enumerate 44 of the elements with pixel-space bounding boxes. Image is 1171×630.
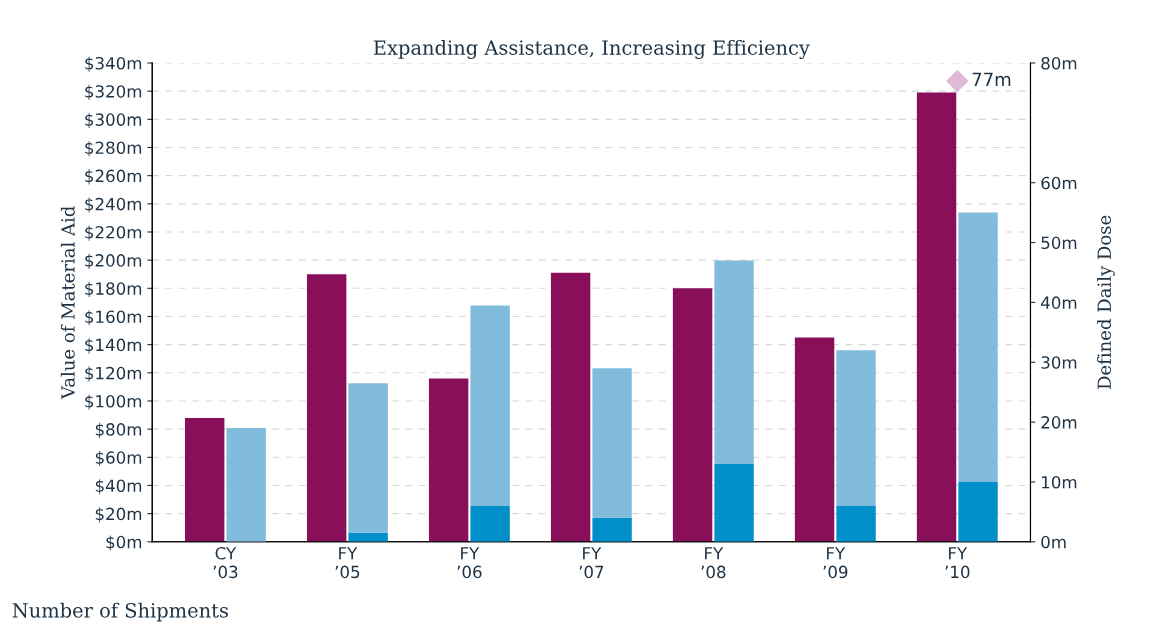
x-tick-label: FY ’08 [701, 547, 726, 579]
y-tick-label: $220m [85, 225, 142, 241]
bar [470, 505, 510, 542]
y-tick-label: $40m [95, 479, 142, 495]
data-label: 77m [972, 72, 1011, 86]
y-tick-label: $200m [85, 253, 142, 269]
y-tick-label: $60m [95, 450, 142, 467]
y-tick-label: $20m [95, 507, 142, 523]
x-tick-label: CY ’03 [213, 546, 238, 579]
text: Number of Shipments [12, 602, 228, 622]
y-tick-label: $0m [106, 535, 142, 551]
y-tick-label: $260m [85, 169, 142, 185]
y-axis-title: Value of Material Aid [60, 206, 75, 400]
x-tick-label: FY ’06 [457, 547, 482, 579]
y2-tick-label: 80m [1041, 56, 1077, 70]
y-tick-label: $140m [85, 338, 142, 354]
y-tick-label: $160m [85, 310, 142, 326]
y2-tick-label: 10m [1042, 475, 1077, 489]
y-tick-label: $180m [85, 281, 142, 298]
y2-tick-label: 60m [1041, 176, 1077, 190]
y-tick-label: $340m [85, 56, 142, 72]
x-tick-label: FY ’05 [335, 547, 360, 579]
y-tick-label: $100m [85, 394, 142, 410]
x-tick-label: FY ’10 [945, 547, 970, 579]
y-tick-label: $80m [95, 422, 142, 438]
y2-tick-label: 40m [1041, 296, 1077, 309]
x-tick-label: FY ’07 [579, 547, 604, 579]
bar [592, 517, 632, 542]
y-tick-label: $320m [85, 84, 142, 100]
bar [714, 463, 754, 542]
y-tick-label: $120m [85, 366, 142, 382]
y2-tick-label: 0m [1041, 535, 1066, 549]
y2-tick-label: 30m [1041, 356, 1077, 369]
y-tick-label: $240m [85, 197, 142, 213]
y-tick-label: $280m [85, 141, 142, 157]
y2-tick-label: 50m [1041, 236, 1077, 250]
bar [348, 532, 388, 542]
y2-axis-title: Defined Daily Dose [1097, 215, 1115, 390]
bar [958, 481, 998, 542]
y2-tick-label: 20m [1041, 416, 1077, 429]
x-tick-label: FY ’09 [823, 547, 848, 579]
y-tick-label: $300m [85, 113, 142, 129]
chart-title: Expanding Assistance, Increasing Efficiency [373, 39, 810, 59]
bar [836, 505, 876, 542]
